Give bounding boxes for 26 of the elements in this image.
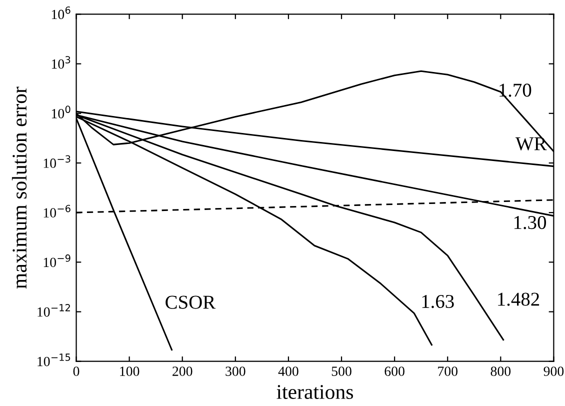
y-tick-label: 10$^{3}$ [52,56,70,69]
y-tick-label: 10$^{−15}$ [38,354,70,366]
x-tick-label: 700 [438,366,458,376]
y-axis-title: maximum solution error [12,86,27,289]
annotation: 1.482 [498,292,540,306]
y-tick-label: 10$^{6}$ [52,6,70,20]
y-tick-label: 10$^{−6}$ [44,204,70,218]
x-tick-label: 500 [332,366,352,376]
y-tick-label: 10$^{−3}$ [44,155,70,168]
x-tick-label: 300 [226,366,246,376]
x-tick-label: 400 [278,366,298,376]
x-tick-label: 600 [384,366,404,376]
x-axis-title: iterations [276,385,353,400]
y-tick-label: 10$^{−9}$ [44,254,70,268]
annotation: 1.63 [422,294,454,308]
x-tick-label: 200 [172,366,192,376]
y-tick-label: 10$^{0}$ [52,106,70,118]
annotation: CSOR [166,296,216,309]
y-tick-label: 10$^{−12}$ [38,304,70,317]
annotation: WR [515,137,547,150]
annotation: 1.70 [500,84,532,97]
x-tick-label: 0 [73,366,80,376]
x-tick-label: 800 [490,366,511,376]
annotation: 1.30 [514,216,546,230]
x-tick-label: 900 [544,366,564,376]
x-tick-label: 100 [120,366,140,376]
